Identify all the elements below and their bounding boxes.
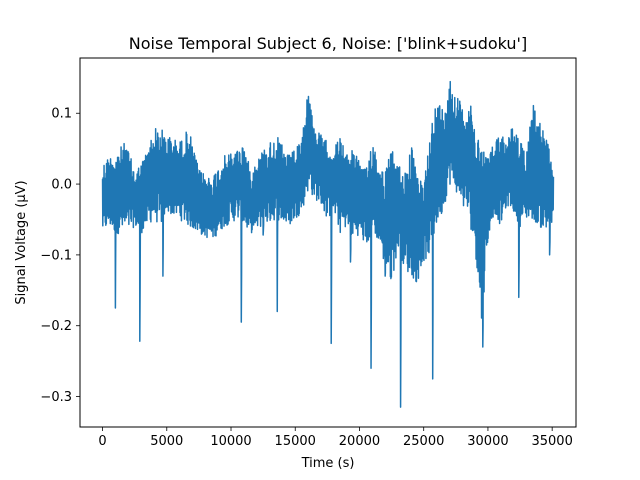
x-tick-label: 35000 [531, 434, 572, 449]
y-axis-label: Signal Voltage (μV) [14, 180, 29, 304]
x-tick-label: 10000 [210, 434, 251, 449]
y-tick-label: −0.1 [40, 248, 72, 263]
x-tick-label: 15000 [275, 434, 316, 449]
y-axis: −0.3 −0.2 −0.1 0.0 0.1 [40, 107, 80, 405]
signal-series-line [101, 80, 555, 408]
axes-frame [79, 57, 577, 428]
x-tick-label: 5000 [150, 434, 183, 449]
y-tick-label: −0.3 [40, 390, 72, 405]
chart-title: Noise Temporal Subject 6, Noise: ['blink… [129, 34, 527, 53]
y-tick-label: 0.0 [51, 178, 72, 193]
y-tick-label: −0.2 [40, 319, 72, 334]
plot-area [101, 80, 555, 408]
x-axis: 0 5000 10000 15000 20000 25000 30000 35000 [98, 427, 573, 449]
x-axis-label: Time (s) [301, 456, 355, 471]
x-tick-label: 25000 [403, 434, 444, 449]
x-tick-label: 30000 [467, 434, 508, 449]
x-tick-label: 0 [98, 434, 106, 449]
y-tick-label: 0.1 [51, 107, 72, 122]
x-tick-label: 20000 [339, 434, 380, 449]
